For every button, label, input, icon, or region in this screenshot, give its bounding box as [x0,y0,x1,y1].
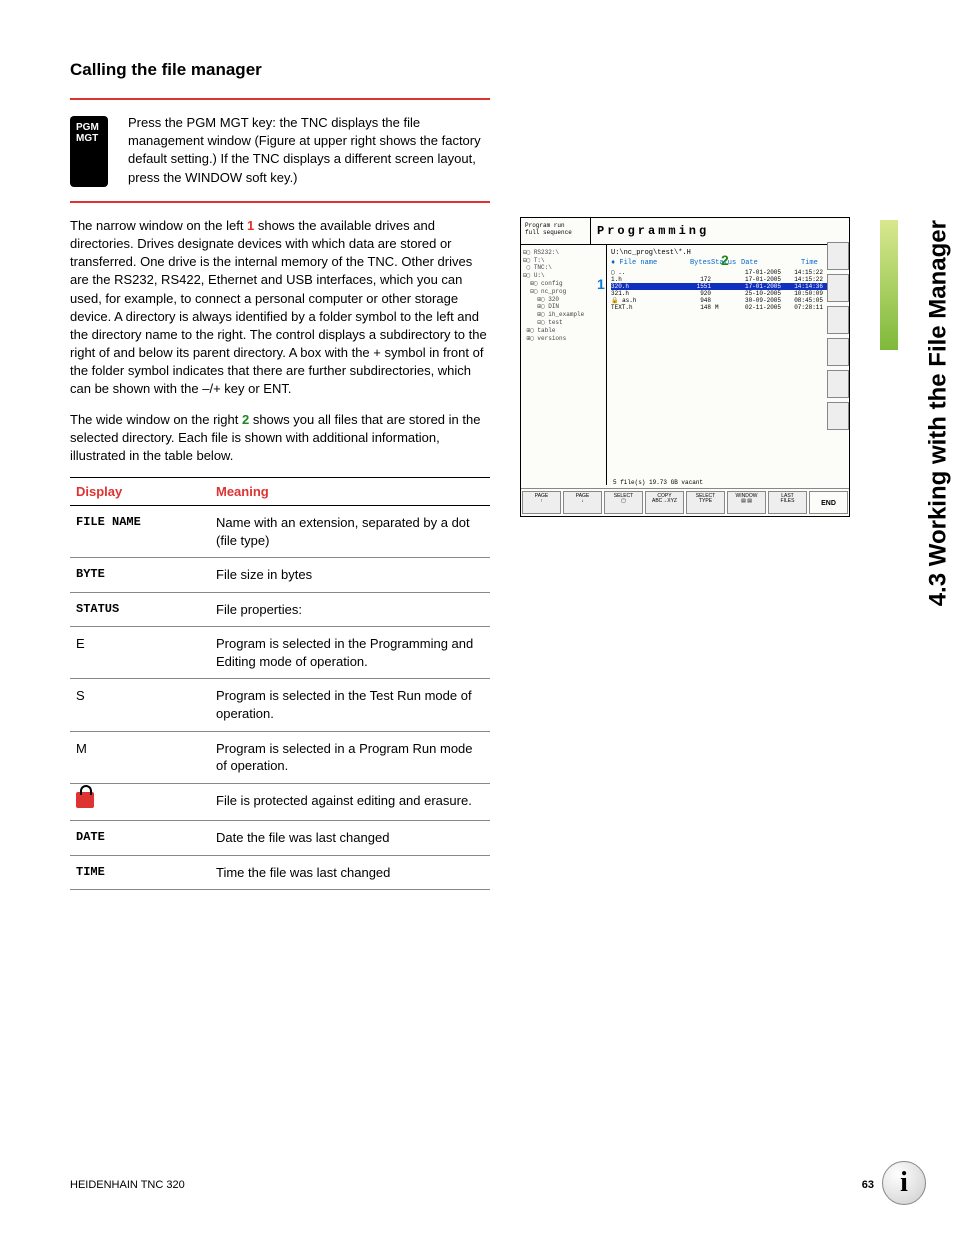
table-cell-display: DATE [70,821,210,856]
meaning-table: Display Meaning FILE NAMEName with an ex… [70,477,490,890]
table-cell-meaning: Program is selected in the Test Run mode… [210,679,490,731]
tree-line: ⊟▢ T:\ [523,257,604,265]
shot-side-button [827,370,849,398]
file-row: 1.h17217-01-200514:15:22 [611,276,845,283]
table-cell-display: M [70,731,210,783]
tree-line: ⊟▢ test [523,319,604,327]
lock-icon [76,792,94,808]
file-row: 🔒 as.h94830-09-200508:45:05 [611,297,845,304]
shot-status-line: 5 file(s) 19.73 GB vacant [613,479,703,486]
table-cell-meaning: Date the file was last changed [210,821,490,856]
shot-side-button [827,338,849,366]
paragraph: The narrow window on the left 1 shows th… [70,217,490,399]
table-cell-meaning: File is protected against editing and er… [210,783,490,821]
shot-side-button [827,274,849,302]
intro-text: Press the PGM MGT key: the TNC displays … [128,114,490,187]
paragraph: The wide window on the right 2 shows you… [70,411,490,466]
table-cell-meaning: Name with an extension, separated by a d… [210,506,490,558]
tree-line: ⊞▢ table [523,327,604,335]
softkey: COPY ABC→XYZ [645,491,684,514]
tree-line: ⊞▢ ih_example [523,311,604,319]
table-cell-display: BYTE [70,558,210,593]
shot-side-button [827,242,849,270]
page-heading: Calling the file manager [70,60,884,80]
tree-line: ⊞▢ 320 [523,296,604,304]
tree-line: ⊟▢ nc_prog [523,288,604,296]
softkey: LAST FILES [768,491,807,514]
file-row: ▢ ..17-01-200514:15:22 [611,269,845,276]
tree-line: ▢ TNC:\ [523,264,604,272]
table-cell-meaning: Program is selected in the Programming a… [210,627,490,679]
shot-softkey-row: PAGE ↑PAGE ↓SELECT ▢COPY ABC→XYZSELECT T… [521,488,849,516]
col-display: Display [70,478,210,506]
sidebar-accent [880,220,898,350]
footer-page-number: 63 [862,1179,874,1191]
file-row: TEXT.h148M02-11-200507:28:11 [611,304,845,311]
section-title: 4.3 Working with the File Manager [924,220,952,606]
callout-1-badge: 1 [597,276,605,292]
footer-product: HEIDENHAIN TNC 320 [70,1179,185,1191]
info-icon: i [882,1161,926,1205]
divider [70,98,490,100]
table-cell-meaning: Program is selected in a Program Run mod… [210,731,490,783]
col-meaning: Meaning [210,478,490,506]
table-cell-meaning: File properties: [210,592,490,627]
shot-tree: ⊟▢ RS232:\⊟▢ T:\ ▢ TNC:\⊟▢ U:\ ⊞▢ config… [521,245,607,485]
softkey: PAGE ↓ [563,491,602,514]
tree-line: ⊟▢ U:\ [523,272,604,280]
table-cell-meaning: Time the file was last changed [210,855,490,890]
softkey: SELECT ▢ [604,491,643,514]
shot-side-button [827,306,849,334]
table-cell-display: FILE NAME [70,506,210,558]
table-cell-display [70,783,210,821]
shot-mode-right: Programming [591,218,849,244]
tree-line: ⊞▢ DIN [523,303,604,311]
callout-2-badge: 2 [721,252,729,268]
shot-mode-left: Program run full sequence [521,218,591,244]
softkey: PAGE ↑ [522,491,561,514]
table-cell-meaning: File size in bytes [210,558,490,593]
divider [70,201,490,203]
tree-line: ⊟▢ RS232:\ [523,249,604,257]
softkey: END [809,491,848,514]
table-cell-display: TIME [70,855,210,890]
softkey: SELECT TYPE [686,491,725,514]
tree-line: ⊞▢ versions [523,335,604,343]
shot-file-panel: U:\nc_prog\test\*.H ♦ File name Bytes St… [607,245,849,485]
table-cell-display: E [70,627,210,679]
softkey: WINDOW ▤ ▤ [727,491,766,514]
file-row: 321.h92025-10-200510:50:09 [611,290,845,297]
tree-line: ⊞▢ config [523,280,604,288]
file-row: 320.h155117-01-200514:14:36 [611,283,845,290]
screenshot-figure: Program run full sequence Programming ⊟▢… [520,217,850,517]
table-cell-display: STATUS [70,592,210,627]
shot-side-button [827,402,849,430]
table-cell-display: S [70,679,210,731]
pgm-mgt-key-icon: PGM MGT [70,116,108,187]
